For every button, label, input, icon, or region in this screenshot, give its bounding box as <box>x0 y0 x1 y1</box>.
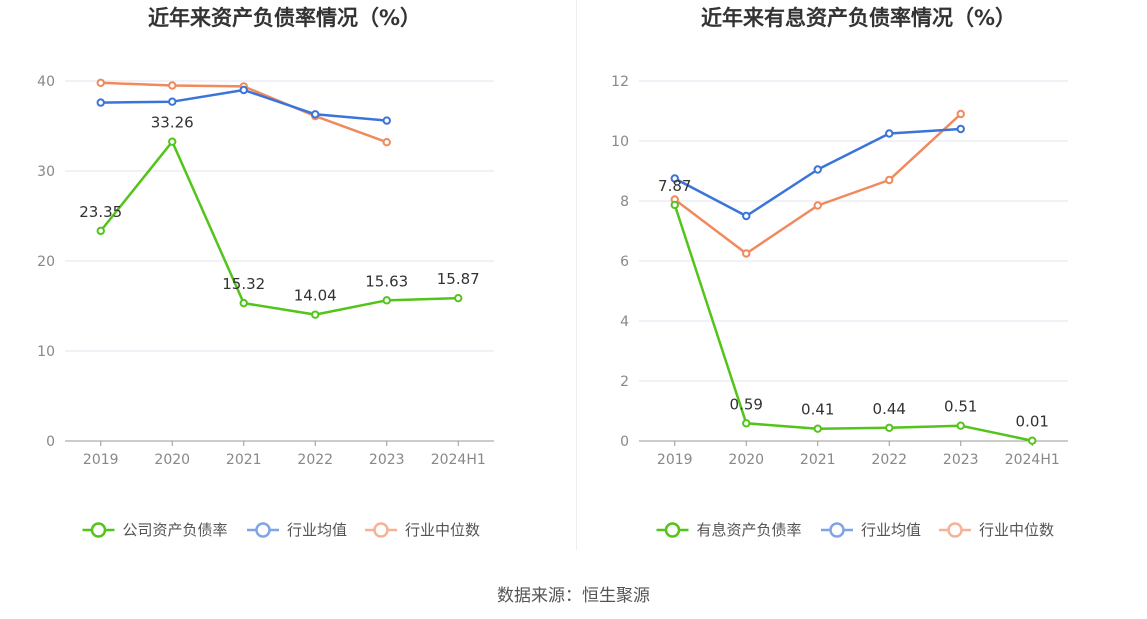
data-label: 0.44 <box>873 400 906 418</box>
data-label: 0.51 <box>944 398 977 416</box>
data-point <box>168 97 177 106</box>
data-label: 15.87 <box>437 270 480 288</box>
y-tick-label: 8 <box>620 194 629 210</box>
data-point <box>311 110 320 119</box>
data-point <box>742 211 751 221</box>
data-point <box>382 116 391 125</box>
data-label: 33.26 <box>151 114 194 132</box>
data-point <box>885 423 894 432</box>
legend-item: 有息资产负债率 <box>656 521 802 539</box>
legend-label: 公司资产负债率 <box>123 521 228 539</box>
legend-marker <box>829 522 845 538</box>
y-tick-label: 20 <box>37 254 55 270</box>
data-point <box>382 138 391 147</box>
x-tick-label: 2019 <box>657 452 693 468</box>
data-point <box>454 293 463 303</box>
y-tick-label: 12 <box>611 74 629 90</box>
x-tick-label: 2023 <box>369 452 405 468</box>
x-tick-label: 2024H1 <box>431 452 486 468</box>
y-tick-label: 10 <box>611 134 629 150</box>
data-point <box>742 249 751 258</box>
legend-label: 行业均值 <box>287 521 347 539</box>
legend-marker <box>947 522 963 538</box>
legend-marker <box>90 522 107 538</box>
legend-item: 行业中位数 <box>365 521 480 539</box>
panel-divider <box>576 0 577 550</box>
data-label: 0.41 <box>801 401 834 419</box>
y-tick-label: 0 <box>620 434 629 450</box>
x-tick-label: 2021 <box>226 452 262 468</box>
data-point <box>956 421 965 430</box>
x-tick-label: 2021 <box>800 452 836 468</box>
x-tick-label: 2023 <box>943 452 979 468</box>
chart-panel-asset-liability: 近年来资产负债率情况（%） 0 10 20 30 40 2019 2020 2021 2022 20… <box>0 0 573 560</box>
x-tick-label: 2022 <box>297 452 333 468</box>
legend-marker <box>664 522 681 538</box>
legend-marker <box>255 522 271 538</box>
x-tick-label: 2020 <box>728 452 764 468</box>
data-point <box>742 419 751 428</box>
y-tick-label: 30 <box>37 164 55 180</box>
data-point <box>885 175 894 185</box>
data-point <box>956 124 965 134</box>
interest-bearing-liability-chart: 近年来有息资产负债率情况（%） 0 2 4 6 8 10 12 2019 2020 2021 2022… <box>611 6 1068 539</box>
chart-panel-interest-bearing: 近年来有息资产负债率情况（%） 0 2 4 6 8 10 12 2019 2020 2021 2022… <box>574 0 1147 560</box>
data-label: 23.35 <box>79 203 122 221</box>
y-tick-label: 2 <box>620 374 629 390</box>
data-point <box>239 85 248 95</box>
x-tick-label: 2024H1 <box>1005 452 1060 468</box>
x-tick-label: 2020 <box>154 452 190 468</box>
legend-label: 行业中位数 <box>405 521 480 539</box>
y-tick-label: 6 <box>620 254 629 270</box>
y-tick-label: 40 <box>37 74 55 90</box>
series-line-1 <box>100 88 387 122</box>
series-line-2 <box>673 113 962 255</box>
x-tick-label: 2019 <box>83 452 119 468</box>
data-point <box>885 129 894 138</box>
data-point <box>239 298 248 308</box>
chart-title: 近年来资产负债率情况（%） <box>148 6 421 30</box>
data-point <box>670 174 679 183</box>
data-label: 15.63 <box>365 272 408 290</box>
data-label: 14.04 <box>294 287 337 305</box>
series-line-0 <box>673 204 1033 442</box>
data-point <box>96 98 105 107</box>
data-point <box>168 81 177 90</box>
series-line-0 <box>99 140 459 316</box>
data-source-note: 数据来源：恒生聚源 <box>497 586 650 606</box>
data-point <box>670 200 679 210</box>
legend-item: 公司资产负债率 <box>82 521 228 539</box>
y-tick-label: 4 <box>620 314 629 330</box>
y-tick-label: 10 <box>37 344 55 360</box>
legend-label: 行业均值 <box>861 521 921 539</box>
data-point <box>956 109 965 119</box>
y-tick-label: 0 <box>46 434 55 450</box>
data-point <box>813 165 822 174</box>
asset-liability-chart: 近年来资产负债率情况（%） 0 10 20 30 40 2019 2020 2021 2022 20… <box>37 6 494 539</box>
data-label: 7.87 <box>658 177 691 195</box>
legend-item: 行业均值 <box>247 521 347 539</box>
legend-item: 行业均值 <box>821 521 921 539</box>
data-label: 0.01 <box>1016 413 1049 431</box>
data-label: 15.32 <box>222 275 265 293</box>
legend-marker <box>373 522 389 538</box>
data-point <box>382 296 391 305</box>
data-point <box>96 78 105 88</box>
data-point <box>1028 436 1037 445</box>
data-point <box>96 226 105 236</box>
data-label: 0.59 <box>730 395 763 413</box>
legend-label: 有息资产负债率 <box>697 521 802 539</box>
data-point <box>311 310 320 319</box>
legend-item: 行业中位数 <box>939 521 1054 539</box>
legend-label: 行业中位数 <box>979 521 1054 539</box>
data-point <box>168 137 177 146</box>
chart-title: 近年来有息资产负债率情况（%） <box>701 6 1016 30</box>
data-point <box>813 201 822 210</box>
x-tick-label: 2022 <box>871 452 907 468</box>
data-point <box>813 424 822 433</box>
